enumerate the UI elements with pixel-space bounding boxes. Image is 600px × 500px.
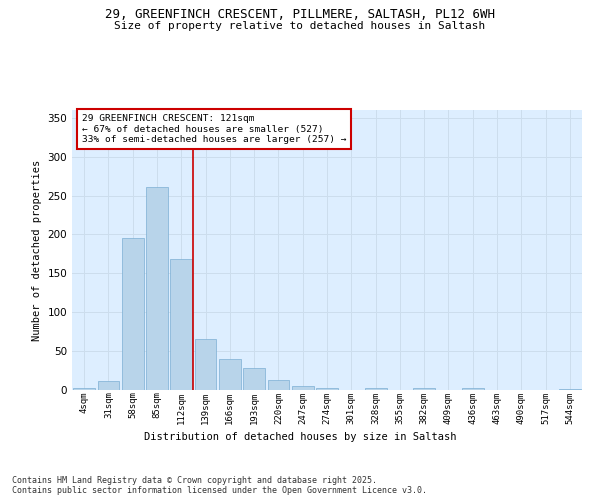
- Text: Distribution of detached houses by size in Saltash: Distribution of detached houses by size …: [144, 432, 456, 442]
- Text: 29 GREENFINCH CRESCENT: 121sqm
← 67% of detached houses are smaller (527)
33% of: 29 GREENFINCH CRESCENT: 121sqm ← 67% of …: [82, 114, 347, 144]
- Bar: [243, 368, 265, 390]
- Bar: [292, 386, 314, 390]
- Bar: [194, 340, 217, 390]
- Bar: [219, 359, 241, 390]
- Y-axis label: Number of detached properties: Number of detached properties: [32, 160, 42, 340]
- Text: Size of property relative to detached houses in Saltash: Size of property relative to detached ho…: [115, 21, 485, 31]
- Text: 29, GREENFINCH CRESCENT, PILLMERE, SALTASH, PL12 6WH: 29, GREENFINCH CRESCENT, PILLMERE, SALTA…: [105, 8, 495, 20]
- Bar: [122, 238, 143, 390]
- Bar: [413, 388, 435, 390]
- Text: Contains HM Land Registry data © Crown copyright and database right 2025.
Contai: Contains HM Land Registry data © Crown c…: [12, 476, 427, 495]
- Bar: [97, 382, 119, 390]
- Bar: [268, 380, 289, 390]
- Bar: [170, 260, 192, 390]
- Bar: [316, 388, 338, 390]
- Bar: [559, 389, 581, 390]
- Bar: [146, 187, 168, 390]
- Bar: [73, 388, 95, 390]
- Bar: [462, 388, 484, 390]
- Bar: [365, 388, 386, 390]
